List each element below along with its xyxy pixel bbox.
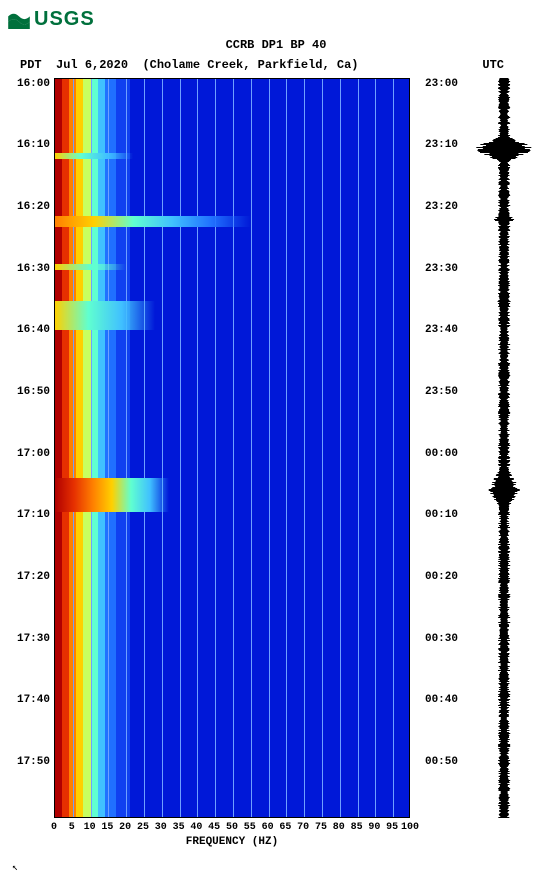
usgs-logo: USGS bbox=[8, 8, 544, 31]
x-tick-label: 15 bbox=[101, 822, 113, 833]
chart-subtitle: PDT Jul 6,2020 (Cholame Creek, Parkfield… bbox=[8, 58, 544, 72]
gridline bbox=[126, 79, 127, 817]
gridline bbox=[162, 79, 163, 817]
x-axis-label: FREQUENCY (HZ) bbox=[54, 836, 410, 848]
x-tick-label: 100 bbox=[401, 822, 419, 833]
x-tick-label: 40 bbox=[190, 822, 202, 833]
left-tick-label: 17:40 bbox=[17, 694, 50, 706]
spectrogram-band bbox=[76, 79, 83, 817]
left-tick-label: 17:50 bbox=[17, 756, 50, 768]
right-tick-label: 00:30 bbox=[425, 633, 458, 645]
spectrogram-band bbox=[62, 79, 69, 817]
left-tz: PDT bbox=[20, 58, 42, 72]
gridline bbox=[304, 79, 305, 817]
gridline bbox=[269, 79, 270, 817]
gridline bbox=[340, 79, 341, 817]
right-tick-label: 00:40 bbox=[425, 694, 458, 706]
spectrogram-event bbox=[55, 216, 251, 227]
spectrogram-event bbox=[55, 264, 126, 270]
gridline bbox=[375, 79, 376, 817]
spectrogram-band bbox=[91, 79, 98, 817]
x-tick-label: 55 bbox=[244, 822, 256, 833]
spectrogram-band bbox=[55, 79, 62, 817]
gridline bbox=[108, 79, 109, 817]
frequency-axis: FREQUENCY (HZ) 0 5 10 15 20 25 30 35 40 45 50 55 60 6… bbox=[54, 818, 410, 860]
chart-area: 16:00 16:10 16:20 16:30 16:40 16:50 17:00 17:10… bbox=[8, 78, 544, 860]
left-tick-label: 17:30 bbox=[17, 633, 50, 645]
right-tick-label: 23:30 bbox=[425, 263, 458, 275]
usgs-wave-icon bbox=[8, 11, 30, 29]
right-tick-label: 00:00 bbox=[425, 448, 458, 460]
x-tick-label: 35 bbox=[173, 822, 185, 833]
left-tick-label: 17:00 bbox=[17, 448, 50, 460]
x-tick-label: 45 bbox=[208, 822, 220, 833]
location: (Cholame Creek, Parkfield, Ca) bbox=[142, 58, 358, 72]
gridline bbox=[393, 79, 394, 817]
right-tick-label: 23:20 bbox=[425, 201, 458, 213]
left-tick-label: 16:30 bbox=[17, 263, 50, 275]
spectrogram-plot bbox=[54, 78, 410, 818]
left-tick-label: 16:00 bbox=[17, 78, 50, 90]
gridline bbox=[144, 79, 145, 817]
gridline bbox=[251, 79, 252, 817]
left-tick-label: 16:20 bbox=[17, 201, 50, 213]
chart-title: CCRB DP1 BP 40 bbox=[8, 37, 544, 54]
usgs-logo-text: USGS bbox=[34, 8, 95, 31]
gridline bbox=[233, 79, 234, 817]
seis-sample bbox=[498, 817, 509, 818]
x-tick-label: 50 bbox=[226, 822, 238, 833]
x-tick-label: 95 bbox=[386, 822, 398, 833]
gridline bbox=[215, 79, 216, 817]
x-tick-label: 80 bbox=[333, 822, 345, 833]
x-tick-label: 70 bbox=[297, 822, 309, 833]
gridline bbox=[180, 79, 181, 817]
x-tick-label: 10 bbox=[84, 822, 96, 833]
right-time-axis: 23:00 23:10 23:20 23:30 23:40 23:50 00:00 00:10… bbox=[414, 78, 458, 818]
x-tick-label: 5 bbox=[69, 822, 75, 833]
spectrogram-band bbox=[105, 79, 116, 817]
gridline bbox=[91, 79, 92, 817]
spectrogram-event bbox=[55, 301, 155, 331]
right-tz: UTC bbox=[482, 58, 504, 72]
right-tick-label: 00:50 bbox=[425, 756, 458, 768]
spectrogram-band bbox=[116, 79, 130, 817]
x-tick-label: 0 bbox=[51, 822, 57, 833]
x-tick-label: 85 bbox=[351, 822, 363, 833]
x-tick-label: 65 bbox=[279, 822, 291, 833]
footer-caret: ↖ bbox=[8, 862, 544, 874]
spectrogram-band bbox=[98, 79, 105, 817]
gridline bbox=[286, 79, 287, 817]
gridline bbox=[197, 79, 198, 817]
x-tick-label: 20 bbox=[119, 822, 131, 833]
x-tick-label: 60 bbox=[262, 822, 274, 833]
x-tick-label: 75 bbox=[315, 822, 327, 833]
left-tick-label: 17:20 bbox=[17, 571, 50, 583]
x-tick-label: 90 bbox=[368, 822, 380, 833]
date: Jul 6,2020 bbox=[56, 58, 128, 72]
spectrogram-band bbox=[83, 79, 90, 817]
spectrogram-event bbox=[55, 478, 169, 511]
spectrogram-event bbox=[55, 153, 133, 159]
gridline bbox=[322, 79, 323, 817]
left-time-axis: 16:00 16:10 16:20 16:30 16:40 16:50 17:00 17:10… bbox=[8, 78, 50, 818]
x-tick-label: 25 bbox=[137, 822, 149, 833]
right-tick-label: 23:40 bbox=[425, 324, 458, 336]
gridline bbox=[358, 79, 359, 817]
right-tick-label: 23:00 bbox=[425, 78, 458, 90]
right-tick-label: 00:20 bbox=[425, 571, 458, 583]
left-tick-label: 16:10 bbox=[17, 139, 50, 151]
right-tick-label: 00:10 bbox=[425, 509, 458, 521]
x-tick-label: 30 bbox=[155, 822, 167, 833]
right-tick-label: 23:10 bbox=[425, 139, 458, 151]
right-tick-label: 23:50 bbox=[425, 386, 458, 398]
left-tick-label: 16:50 bbox=[17, 386, 50, 398]
gridline bbox=[73, 79, 74, 817]
seismogram-trace bbox=[468, 78, 540, 818]
left-tick-label: 16:40 bbox=[17, 324, 50, 336]
left-tick-label: 17:10 bbox=[17, 509, 50, 521]
